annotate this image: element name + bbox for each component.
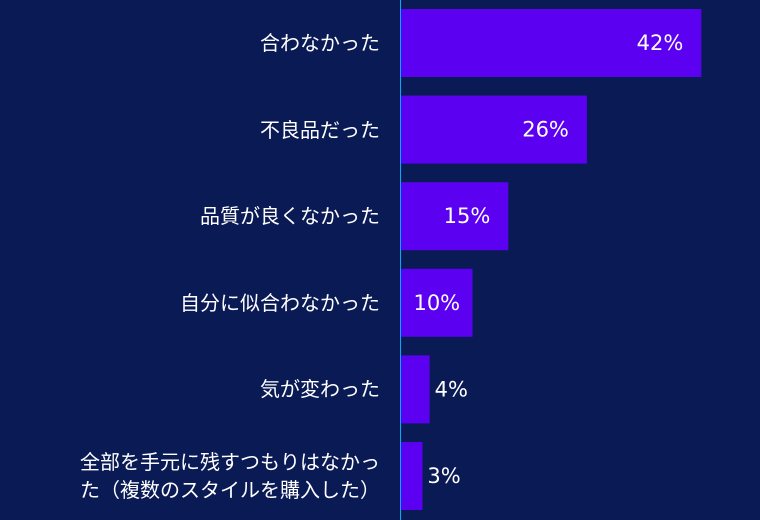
bar-1 bbox=[401, 9, 702, 77]
category-label-5: 気が変わった bbox=[260, 375, 380, 403]
category-label-6: 全部を手元に残すつもりはなかっ た（複数のスタイルを購入した） bbox=[80, 448, 380, 504]
bar-series bbox=[401, 9, 702, 510]
category-label-1: 合わなかった bbox=[260, 29, 380, 57]
data-labels: 42% 26% 15% 10% 4% 3% bbox=[413, 31, 683, 488]
category-label-4: 自分に似合わなかった bbox=[180, 289, 380, 317]
category-label-line: 気が変わった bbox=[260, 377, 380, 402]
bar-3 bbox=[401, 182, 509, 251]
bar-2 bbox=[401, 95, 587, 164]
category-label-line: 自分に似合わなかった bbox=[180, 290, 380, 315]
category-label-2: 不良品だった bbox=[260, 116, 380, 144]
category-label-line: 品質が良くなかった bbox=[200, 204, 380, 229]
category-label-line: 合わなかった bbox=[260, 31, 380, 55]
data-label-3: 15% bbox=[444, 204, 491, 228]
bar-5 bbox=[401, 355, 430, 424]
category-label-line: た（複数のスタイルを購入した） bbox=[80, 478, 380, 502]
data-label-5: 4% bbox=[435, 377, 468, 401]
category-label-line: 不良品だった bbox=[260, 117, 380, 142]
data-label-2: 26% bbox=[522, 118, 569, 142]
category-label-3: 品質が良くなかった bbox=[200, 202, 380, 230]
category-label-line: 全部を手元に残すつもりはなかっ bbox=[80, 450, 380, 474]
data-label-1: 42% bbox=[637, 31, 684, 55]
data-label-4: 10% bbox=[413, 291, 460, 315]
data-label-6: 3% bbox=[427, 464, 460, 488]
bar-4 bbox=[401, 268, 473, 337]
bar-6 bbox=[401, 442, 423, 510]
